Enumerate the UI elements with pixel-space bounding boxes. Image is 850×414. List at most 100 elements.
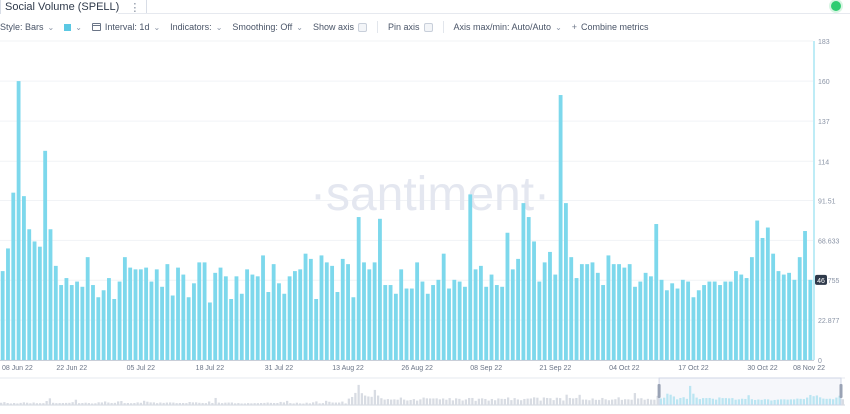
bar[interactable] — [144, 267, 149, 360]
bar[interactable] — [510, 269, 515, 360]
bar[interactable] — [165, 264, 170, 360]
bar[interactable] — [197, 262, 202, 360]
bar[interactable] — [356, 217, 361, 360]
bar[interactable] — [765, 227, 770, 360]
indicators-dropdown[interactable]: Indicators: ⌄ — [170, 22, 222, 32]
bar[interactable] — [335, 292, 340, 360]
bar[interactable] — [277, 283, 281, 360]
bar[interactable] — [707, 281, 712, 360]
axis-minmax-dropdown[interactable]: Axis max/min: Auto/Auto ⌄ — [454, 22, 562, 32]
show-axis-toggle[interactable]: Show axis — [313, 22, 367, 32]
bar[interactable] — [6, 248, 10, 360]
bar[interactable] — [250, 274, 255, 360]
bar[interactable] — [771, 253, 776, 360]
bar[interactable] — [293, 271, 297, 360]
bar[interactable] — [787, 272, 792, 360]
style-dropdown[interactable]: Style: Bars ⌄ — [0, 22, 54, 32]
bar[interactable] — [468, 194, 473, 360]
bar[interactable] — [739, 274, 744, 360]
bar[interactable] — [16, 81, 21, 360]
bar[interactable] — [633, 286, 637, 360]
bar[interactable] — [186, 297, 191, 360]
bar[interactable] — [255, 276, 260, 360]
bar[interactable] — [271, 264, 276, 360]
bar[interactable] — [425, 293, 430, 360]
bar[interactable] — [803, 231, 807, 360]
bar[interactable] — [128, 267, 133, 360]
bar[interactable] — [69, 285, 74, 360]
combine-metrics-button[interactable]: + Combine metrics — [572, 22, 649, 32]
color-picker[interactable]: ⌄ — [64, 23, 82, 32]
bar[interactable] — [728, 281, 733, 360]
bar[interactable] — [744, 278, 749, 360]
smoothing-dropdown[interactable]: Smoothing: Off ⌄ — [232, 22, 303, 32]
bar[interactable] — [781, 274, 786, 360]
bar[interactable] — [601, 285, 606, 360]
bar[interactable] — [107, 278, 111, 360]
bar[interactable] — [473, 269, 478, 360]
bar[interactable] — [37, 246, 42, 360]
bar[interactable] — [452, 279, 457, 360]
bar[interactable] — [712, 281, 717, 360]
bar[interactable] — [330, 265, 335, 360]
bar[interactable] — [367, 269, 372, 360]
bar[interactable] — [797, 257, 802, 360]
bar[interactable] — [154, 269, 159, 360]
bar[interactable] — [516, 258, 521, 360]
bar[interactable] — [404, 288, 409, 360]
bar[interactable] — [611, 264, 616, 360]
bar[interactable] — [749, 257, 754, 360]
bar[interactable] — [372, 262, 377, 360]
bar[interactable] — [101, 290, 106, 360]
bar[interactable] — [261, 255, 265, 360]
bar[interactable] — [659, 279, 664, 360]
bar[interactable] — [734, 271, 738, 360]
bar[interactable] — [686, 281, 691, 360]
bar[interactable] — [622, 267, 627, 360]
pin-axis-toggle[interactable]: Pin axis — [388, 22, 433, 32]
bar[interactable] — [558, 95, 563, 360]
bar[interactable] — [478, 265, 483, 360]
bar[interactable] — [149, 281, 154, 360]
bar[interactable] — [494, 285, 499, 360]
bar[interactable] — [431, 285, 435, 360]
bar[interactable] — [218, 267, 223, 360]
bar[interactable] — [670, 283, 675, 360]
bar[interactable] — [245, 269, 250, 360]
bar[interactable] — [378, 218, 382, 360]
bar[interactable] — [207, 302, 212, 360]
bar[interactable] — [282, 293, 287, 360]
bar[interactable] — [48, 229, 53, 360]
bar[interactable] — [489, 274, 494, 360]
bar[interactable] — [351, 297, 356, 360]
bar[interactable] — [526, 217, 531, 360]
bar[interactable] — [532, 241, 536, 360]
bar[interactable] — [85, 257, 90, 360]
bar[interactable] — [500, 286, 505, 360]
bar[interactable] — [91, 285, 95, 360]
bar[interactable] — [638, 281, 643, 360]
bar[interactable] — [96, 297, 101, 360]
bar[interactable] — [266, 292, 271, 360]
bar[interactable] — [138, 269, 143, 360]
interval-dropdown[interactable]: Interval: 1d ⌄ — [91, 22, 160, 32]
bar[interactable] — [314, 298, 319, 360]
bar[interactable] — [723, 281, 728, 360]
bar[interactable] — [53, 265, 58, 360]
bar[interactable] — [287, 276, 292, 360]
bar[interactable] — [574, 278, 579, 360]
chart-title-tab[interactable]: Social Volume (SPELL) ⋮ — [0, 0, 148, 14]
bar[interactable] — [319, 255, 324, 360]
bar[interactable] — [553, 274, 558, 360]
bar[interactable] — [590, 262, 595, 360]
bar[interactable] — [548, 251, 552, 360]
kebab-icon[interactable]: ⋮ — [129, 1, 141, 14]
show-axis-checkbox[interactable] — [358, 22, 367, 32]
bar[interactable] — [808, 279, 813, 360]
bar[interactable] — [133, 269, 138, 360]
bar[interactable] — [393, 293, 398, 360]
bar[interactable] — [383, 285, 388, 360]
bar[interactable] — [505, 232, 510, 360]
bar[interactable] — [409, 288, 414, 360]
